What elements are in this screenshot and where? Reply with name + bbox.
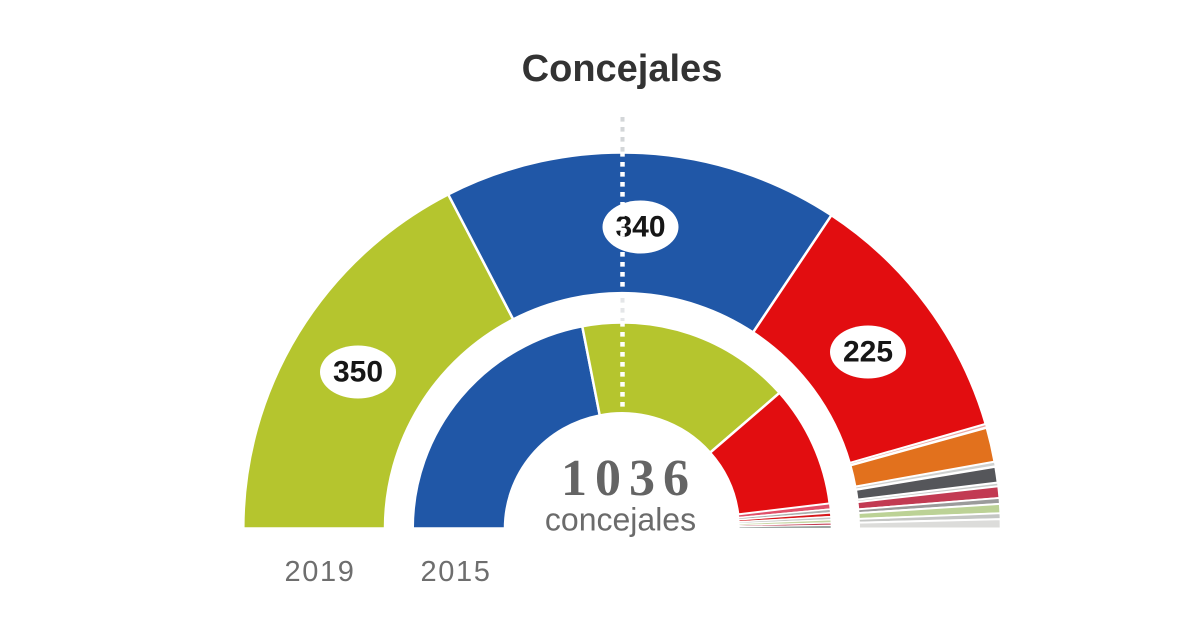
svg-text:225: 225 [843, 336, 893, 369]
svg-text:350: 350 [333, 356, 383, 389]
svg-text:Concejales: Concejales [522, 48, 723, 90]
svg-text:concejales: concejales [545, 502, 696, 538]
svg-text:2015: 2015 [421, 556, 492, 588]
svg-text:2019: 2019 [285, 556, 356, 588]
svg-text:1036: 1036 [561, 450, 697, 507]
